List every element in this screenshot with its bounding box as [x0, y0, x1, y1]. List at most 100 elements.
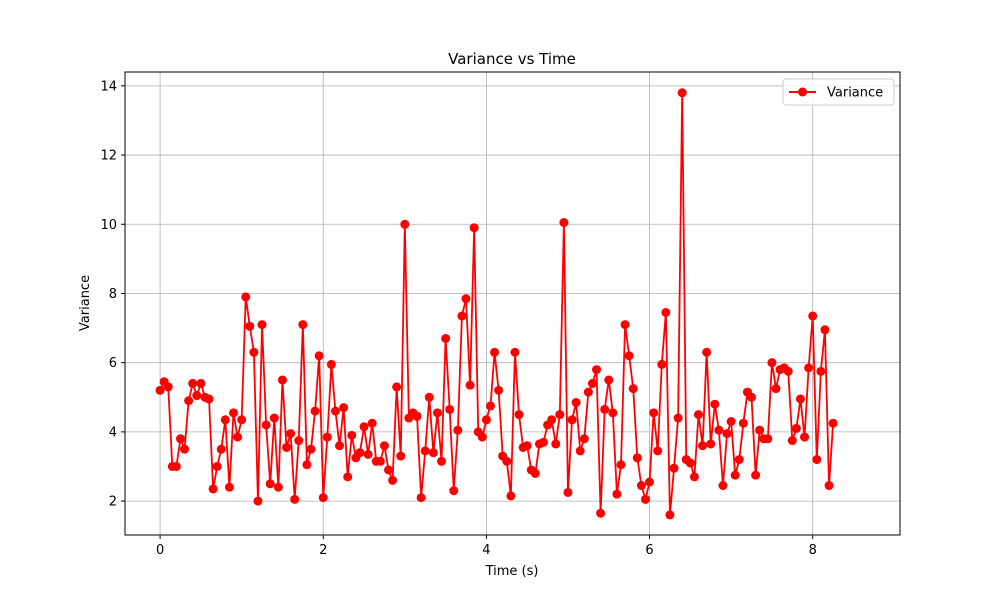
y-tick-label: 12	[100, 149, 117, 164]
data-point	[424, 392, 434, 402]
data-point	[620, 320, 630, 330]
data-point	[673, 413, 683, 423]
data-point	[388, 475, 398, 485]
data-point	[253, 496, 263, 506]
data-point	[763, 434, 773, 444]
x-axis-title: Time (s)	[485, 564, 539, 579]
data-point	[510, 347, 520, 357]
legend-marker-swatch	[798, 87, 807, 97]
data-point	[665, 510, 675, 520]
data-point	[490, 347, 500, 357]
data-point	[592, 365, 602, 375]
data-point	[428, 448, 438, 458]
data-point	[514, 410, 524, 420]
data-point	[640, 494, 650, 504]
data-point	[208, 484, 218, 494]
data-point	[237, 415, 247, 425]
y-tick-label: 6	[109, 356, 117, 371]
data-point	[310, 406, 320, 416]
data-point	[273, 482, 283, 492]
data-point	[453, 425, 463, 435]
data-point	[669, 463, 679, 473]
data-point	[363, 449, 373, 459]
data-point	[694, 410, 703, 420]
data-point	[612, 489, 622, 499]
data-point	[396, 451, 406, 461]
y-tick-label: 10	[100, 218, 117, 233]
data-point	[229, 408, 238, 418]
data-point	[702, 347, 712, 357]
data-point	[339, 403, 349, 413]
data-point	[636, 481, 646, 491]
data-point	[330, 406, 340, 416]
x-tick-label: 6	[645, 543, 653, 558]
data-point	[661, 308, 671, 317]
data-point	[416, 493, 426, 503]
data-point	[249, 347, 259, 357]
data-point	[726, 417, 736, 426]
data-point	[804, 363, 814, 373]
data-point	[547, 415, 557, 425]
data-point	[335, 441, 345, 451]
data-point	[710, 399, 720, 409]
data-point	[318, 493, 328, 503]
data-point	[432, 408, 442, 418]
data-point	[224, 482, 234, 492]
data-point	[555, 410, 565, 420]
data-point	[384, 465, 393, 475]
data-point	[579, 434, 589, 444]
data-point	[188, 378, 198, 388]
data-point	[437, 456, 447, 466]
data-point	[747, 392, 757, 402]
series-markers	[155, 88, 838, 520]
data-point	[791, 423, 801, 433]
data-point	[608, 408, 618, 418]
data-point	[233, 432, 243, 442]
data-point	[355, 448, 365, 458]
data-point	[359, 422, 369, 432]
data-point	[751, 470, 761, 480]
data-point	[269, 413, 279, 423]
data-point	[604, 375, 614, 385]
data-point	[261, 420, 271, 430]
y-axis-title: Variance	[78, 275, 93, 331]
data-point	[216, 444, 226, 454]
data-point	[180, 444, 190, 454]
data-point	[412, 411, 422, 421]
data-point	[204, 394, 214, 404]
data-point	[392, 382, 402, 392]
data-point	[257, 320, 267, 330]
data-point	[481, 415, 491, 425]
x-tick-label: 8	[809, 543, 817, 558]
y-tick-label: 8	[109, 287, 117, 302]
data-point	[522, 441, 532, 451]
data-point	[800, 432, 810, 442]
data-point	[477, 432, 487, 442]
data-point	[306, 444, 316, 454]
data-point	[624, 351, 634, 361]
data-point	[718, 481, 728, 491]
data-point	[469, 223, 479, 233]
data-point	[645, 477, 655, 487]
data-point	[212, 461, 222, 471]
data-point	[286, 429, 296, 439]
data-point	[783, 366, 793, 376]
data-point	[559, 218, 569, 228]
data-point	[755, 425, 765, 435]
data-point	[265, 479, 275, 489]
data-point	[420, 446, 430, 456]
data-point	[163, 382, 173, 392]
data-point	[298, 320, 308, 330]
data-point	[628, 384, 638, 394]
y-tick-label: 14	[100, 79, 117, 94]
data-point	[184, 396, 194, 406]
data-point	[653, 446, 663, 456]
data-point	[294, 436, 304, 446]
data-point	[379, 441, 389, 451]
data-point	[449, 486, 459, 496]
data-point	[282, 442, 292, 452]
data-point	[600, 404, 610, 414]
data-point	[738, 418, 748, 428]
data-point	[812, 455, 822, 465]
